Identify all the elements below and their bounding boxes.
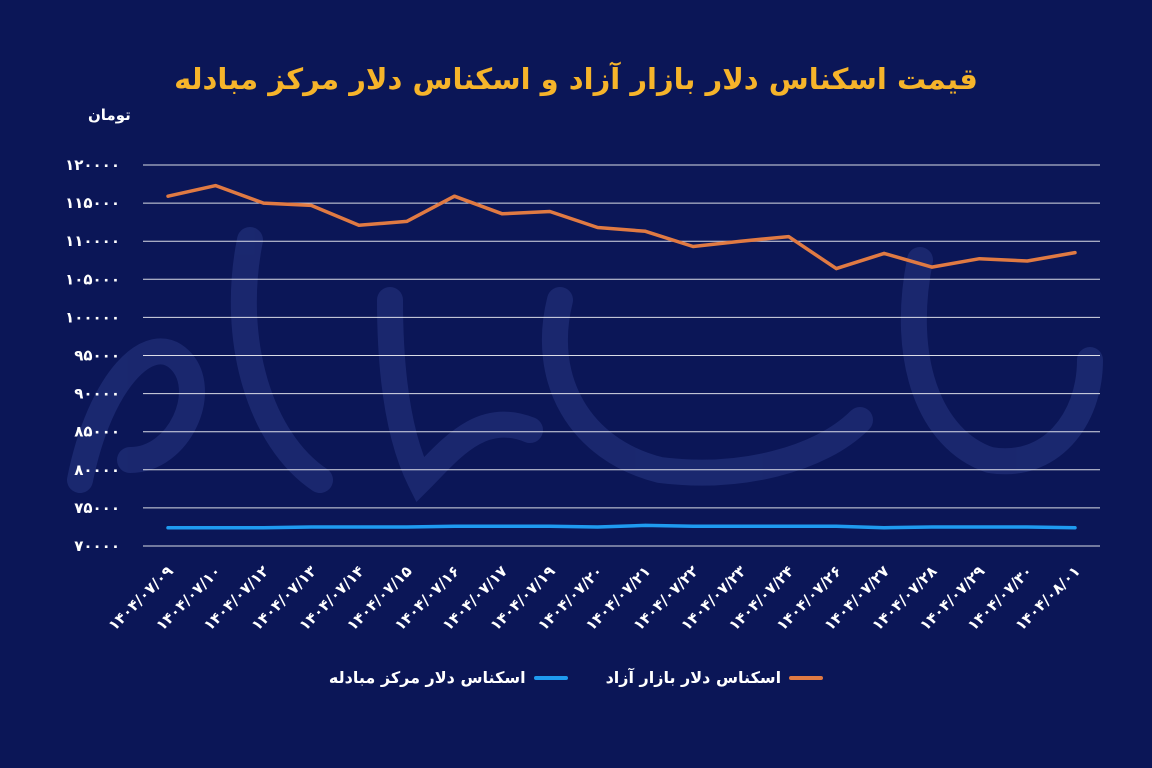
series-line-exchange-center [166,523,1077,530]
data-point-free-market [834,267,838,271]
data-point-exchange-center [882,526,886,530]
data-point-exchange-center [1025,525,1029,529]
y-tick-label: ۱۱۵۰۰۰ [65,194,120,212]
y-tick-label: ۸۵۰۰۰ [74,423,120,441]
data-point-exchange-center [500,524,504,528]
data-point-free-market [787,235,791,239]
series-lines [166,183,1077,530]
data-point-exchange-center [405,525,409,529]
y-axis-unit-label: تومان [88,106,131,124]
data-point-free-market [978,257,982,261]
y-tick-label: ۷۰۰۰۰ [74,537,120,555]
data-point-exchange-center [691,524,695,528]
y-tick-label: ۱۲۰۰۰۰ [65,156,120,174]
data-point-exchange-center [787,524,791,528]
data-point-exchange-center [452,524,456,528]
data-point-free-market [1073,251,1077,255]
data-point-exchange-center [739,524,743,528]
legend-swatch-free-market [789,675,824,680]
data-point-free-market [405,219,409,223]
data-point-exchange-center [1073,526,1077,530]
data-point-exchange-center [596,525,600,529]
series-line-free-market [166,183,1077,271]
legend-item-exchange-center: اسکناس دلار مرکز مبادله [329,668,568,687]
legend-label-free-market: اسکناس دلار بازار آزاد [605,668,782,687]
y-tick-label: ۱۱۰۰۰۰ [65,232,120,250]
data-point-exchange-center [643,523,647,527]
data-point-free-market [452,194,456,198]
data-point-free-market [596,225,600,229]
data-point-exchange-center [930,525,934,529]
data-point-exchange-center [166,526,170,530]
data-point-exchange-center [261,526,265,530]
y-tick-label: ۸۰۰۰۰ [74,461,120,479]
data-point-free-market [500,212,504,216]
legend-label-exchange-center: اسکناس دلار مرکز مبادله [328,668,526,687]
data-point-exchange-center [978,525,982,529]
data-point-exchange-center [834,524,838,528]
data-point-free-market [357,223,361,227]
legend-item-free-market: اسکناس دلار بازار آزاد [606,668,824,687]
data-point-exchange-center [548,524,552,528]
data-point-free-market [930,265,934,269]
legend-swatch-exchange-center [533,675,568,680]
data-point-free-market [882,251,886,255]
legend: اسکناس دلار بازار آزاد اسکناس دلار مرکز … [0,668,1152,687]
data-point-free-market [739,239,743,243]
data-point-free-market [1025,259,1029,263]
data-point-exchange-center [309,525,313,529]
y-tick-labels: ۷۰۰۰۰ ۷۵۰۰۰ ۸۰۰۰۰ ۸۵۰۰۰ ۹۰۰۰۰ ۹۵۰۰۰ ۱۰۰۰۰۰ ۱۰۵۰… [65,156,120,555]
y-tick-label: ۹۵۰۰۰ [74,347,120,365]
x-tick-labels: ۱۴۰۴/۰۷/۰۹۱۴۰۴/۰۷/۱۰۱۴۰۴/۰۷/۱۲۱۴۰۴/۰۷/۱۳… [105,562,1084,634]
data-point-free-market [214,184,218,188]
data-point-exchange-center [357,525,361,529]
y-tick-label: ۱۰۵۰۰۰ [65,270,120,288]
data-point-free-market [261,201,265,205]
gridlines [143,164,1100,547]
chart-title: قیمت اسکناس دلار بازار آزاد و اسکناس دلا… [174,62,978,96]
data-point-free-market [548,209,552,213]
y-tick-label: ۷۵۰۰۰ [74,499,120,517]
data-point-free-market [309,203,313,207]
data-point-exchange-center [214,526,218,530]
data-point-free-market [691,245,695,249]
data-point-free-market [643,229,647,233]
data-point-free-market [166,194,170,198]
y-tick-label: ۹۰۰۰۰ [74,385,120,403]
y-tick-label: ۱۰۰۰۰۰ [65,308,120,326]
